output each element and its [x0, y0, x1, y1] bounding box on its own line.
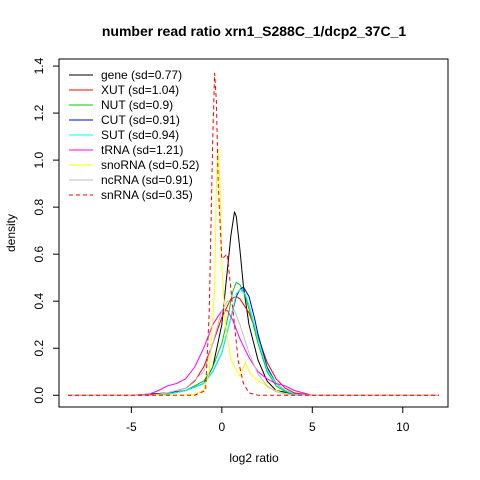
y-tick-label: 0.4: [32, 293, 46, 310]
x-tick-label: 0: [218, 420, 225, 434]
legend-label: tRNA (sd=1.21): [101, 143, 183, 157]
series-line-0: [68, 211, 439, 396]
legend-label: CUT (sd=0.91): [101, 113, 180, 127]
series-line-1: [68, 296, 439, 396]
y-tick-label: 0.0: [32, 387, 46, 404]
chart-title: number read ratio xrn1_S288C_1/dcp2_37C_…: [102, 23, 406, 39]
x-axis-label: log2 ratio: [229, 451, 279, 465]
legend-label: snoRNA (sd=0.52): [101, 158, 199, 172]
legend-label: snRNA (sd=0.35): [101, 188, 193, 202]
legend-label: SUT (sd=0.94): [101, 128, 179, 142]
legend-label: ncRNA (sd=0.91): [101, 173, 193, 187]
x-axis: -5 0 5 10: [126, 406, 410, 434]
x-tick-label: 10: [396, 420, 410, 434]
y-tick-label: 1.0: [32, 151, 46, 168]
y-axis-label: density: [4, 214, 18, 252]
y-tick-label: 0.8: [32, 198, 46, 215]
legend-label: XUT (sd=1.04): [101, 83, 179, 97]
y-tick-label: 0.2: [32, 340, 46, 357]
legend-label: gene (sd=0.77): [101, 68, 182, 82]
series-line-4: [68, 288, 439, 396]
curves-group: [68, 72, 439, 396]
y-tick-label: 1.4: [32, 57, 46, 74]
series-line-2: [68, 281, 439, 396]
x-tick-label: 5: [309, 420, 316, 434]
legend: gene (sd=0.77)XUT (sd=1.04)NUT (sd=0.9)C…: [69, 68, 199, 202]
y-tick-label: 0.6: [32, 245, 46, 262]
series-line-5: [68, 310, 439, 396]
legend-label: NUT (sd=0.9): [101, 98, 173, 112]
x-tick-label: -5: [126, 420, 137, 434]
y-axis: 0.0 0.2 0.4 0.6 0.8 1.0 1.2 1.4: [32, 57, 60, 404]
series-line-8: [68, 72, 439, 396]
y-tick-label: 1.2: [32, 104, 46, 121]
